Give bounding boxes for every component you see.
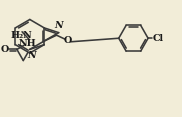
Text: Cl: Cl xyxy=(153,34,164,43)
Text: O: O xyxy=(64,36,72,45)
Text: H₂N: H₂N xyxy=(10,31,32,40)
Text: O: O xyxy=(1,45,9,54)
Text: NH: NH xyxy=(19,38,37,48)
Text: N: N xyxy=(54,21,63,30)
Text: N: N xyxy=(27,51,35,60)
